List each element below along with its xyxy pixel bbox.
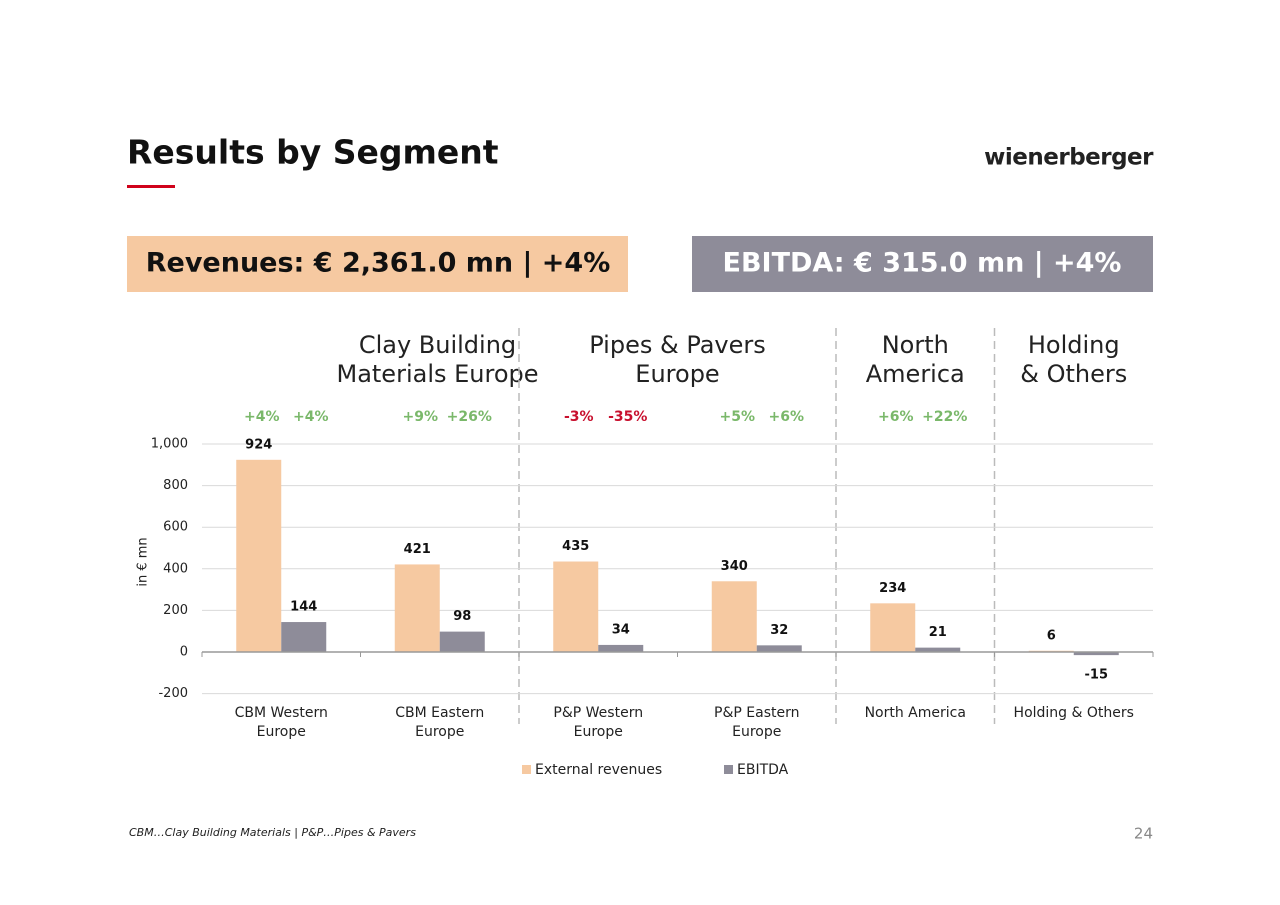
change-label: +6% bbox=[878, 409, 914, 425]
change-label: +22% bbox=[922, 409, 967, 425]
value-label: 144 bbox=[290, 600, 317, 615]
x-tick-label: CBM Eastern bbox=[395, 705, 484, 721]
change-label: -35% bbox=[608, 409, 647, 425]
value-label: 234 bbox=[879, 581, 906, 596]
change-label: +6% bbox=[769, 409, 805, 425]
segment-header: North bbox=[882, 331, 949, 359]
x-tick-label: Europe bbox=[732, 724, 781, 740]
bar bbox=[711, 581, 757, 652]
title-underline bbox=[127, 185, 175, 188]
value-label: 421 bbox=[404, 542, 431, 557]
change-label: +4% bbox=[244, 409, 280, 425]
y-tick-label: 600 bbox=[163, 520, 188, 535]
value-label: -15 bbox=[1085, 668, 1109, 683]
segment-header: & Others bbox=[1020, 360, 1127, 388]
x-tick-label: Europe bbox=[574, 724, 623, 740]
legend-label: External revenues bbox=[535, 762, 662, 778]
legend-label: EBITDA bbox=[737, 762, 789, 778]
page-number: 24 bbox=[1134, 825, 1153, 843]
bar bbox=[236, 459, 282, 652]
bar bbox=[394, 564, 440, 652]
y-tick-label: -200 bbox=[158, 686, 188, 701]
change-label: +4% bbox=[293, 409, 329, 425]
value-label: 340 bbox=[721, 559, 748, 574]
value-label: 6 bbox=[1047, 628, 1056, 643]
bar bbox=[281, 622, 327, 652]
bar bbox=[439, 631, 485, 652]
change-label: +26% bbox=[447, 409, 492, 425]
change-label: -3% bbox=[564, 409, 594, 425]
segment-header: Materials Europe bbox=[336, 360, 538, 388]
segment-header: Pipes & Pavers bbox=[589, 331, 766, 359]
bar bbox=[870, 603, 916, 652]
bar bbox=[915, 647, 961, 652]
value-label: 32 bbox=[770, 623, 788, 638]
y-tick-label: 800 bbox=[163, 478, 188, 493]
x-tick-label: Holding & Others bbox=[1014, 705, 1134, 721]
value-label: 98 bbox=[453, 609, 471, 624]
segment-header: Europe bbox=[635, 360, 719, 388]
slide-title: Results by Segment bbox=[127, 133, 499, 172]
value-label: 924 bbox=[245, 437, 272, 452]
y-tick-label: 1,000 bbox=[151, 437, 188, 452]
segment-header: Holding bbox=[1028, 331, 1120, 359]
legend-swatch bbox=[522, 765, 531, 774]
change-label: +5% bbox=[720, 409, 756, 425]
x-tick-label: P&P Western bbox=[553, 705, 643, 721]
y-tick-label: 0 bbox=[180, 645, 188, 660]
ebitda-banner-text: EBITDA: € 315.0 mn | +4% bbox=[723, 248, 1122, 279]
x-tick-label: Europe bbox=[415, 724, 464, 740]
bar bbox=[756, 645, 802, 652]
x-tick-label: North America bbox=[865, 705, 966, 721]
legend-swatch bbox=[724, 765, 733, 774]
segment-header: Clay Building bbox=[359, 331, 516, 359]
value-label: 21 bbox=[929, 625, 947, 640]
bar bbox=[1073, 652, 1119, 656]
revenue-banner-text: Revenues: € 2,361.0 mn | +4% bbox=[146, 248, 611, 279]
y-tick-label: 400 bbox=[163, 561, 188, 576]
ebitda-banner bbox=[692, 236, 1153, 292]
footnote: CBM…Clay Building Materials | P&P…Pipes … bbox=[129, 826, 416, 839]
change-label: +9% bbox=[403, 409, 439, 425]
x-tick-label: P&P Eastern bbox=[714, 705, 799, 721]
value-label: 435 bbox=[562, 539, 589, 554]
logo: wienerberger bbox=[984, 145, 1154, 171]
value-label: 34 bbox=[612, 622, 630, 637]
bar bbox=[553, 561, 599, 652]
y-tick-label: 200 bbox=[163, 603, 188, 618]
bar bbox=[598, 644, 644, 652]
segment-header: America bbox=[866, 360, 965, 388]
x-tick-label: Europe bbox=[257, 724, 306, 740]
y-axis-label: in € mn bbox=[136, 537, 151, 586]
revenue-banner bbox=[127, 236, 628, 292]
x-tick-label: CBM Western bbox=[235, 705, 328, 721]
